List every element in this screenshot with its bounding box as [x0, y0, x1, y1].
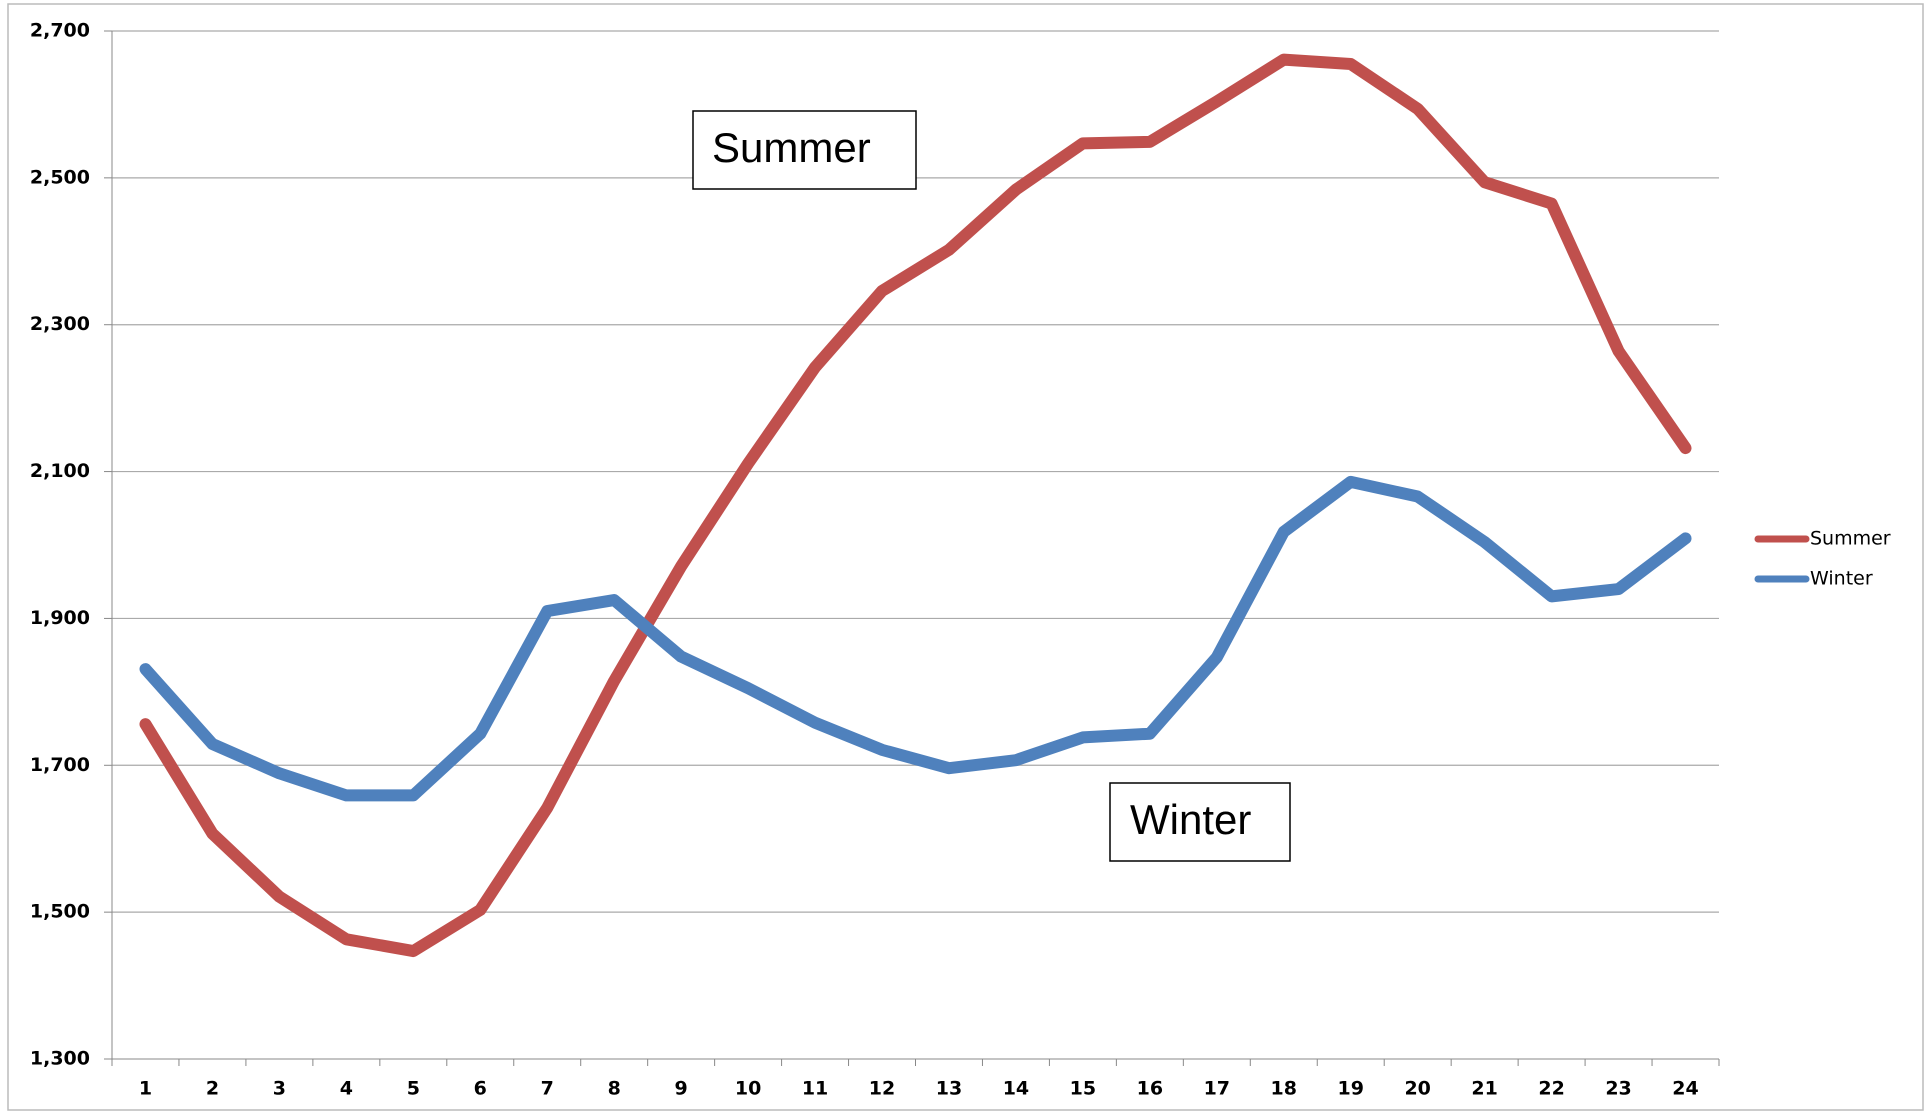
x-tick-label: 7 — [541, 1078, 554, 1100]
annotation-box — [692, 110, 917, 190]
x-tick-label: 3 — [273, 1078, 286, 1100]
legend-label: Summer — [1810, 528, 1891, 550]
series-line — [139, 475, 1692, 802]
x-tick-label: 24 — [1672, 1078, 1698, 1100]
x-tick-label: 23 — [1605, 1078, 1631, 1100]
x-tick-label: 20 — [1404, 1078, 1430, 1100]
legend-label: Winter — [1810, 568, 1873, 590]
y-tick-label: 2,300 — [30, 313, 90, 335]
x-tick-label: 11 — [802, 1078, 828, 1100]
x-tick-label: 6 — [474, 1078, 487, 1100]
annotation: Summer — [712, 124, 871, 171]
annotation: Winter — [1130, 796, 1251, 843]
y-tick-label: 2,100 — [30, 460, 90, 482]
y-tick-label: 1,700 — [30, 754, 90, 776]
x-tick-label: 8 — [608, 1078, 621, 1100]
x-tick-label: 18 — [1271, 1078, 1297, 1100]
y-tick-label: 1,500 — [30, 901, 90, 923]
x-tick-label: 5 — [407, 1078, 420, 1100]
x-tick-label: 10 — [735, 1078, 761, 1100]
series-line — [139, 53, 1692, 958]
x-tick-label: 2 — [206, 1078, 219, 1100]
x-tick-label: 12 — [869, 1078, 895, 1100]
x-tick-label: 1 — [139, 1078, 152, 1100]
x-tick-label: 14 — [1003, 1078, 1029, 1100]
y-tick-label: 1,900 — [30, 607, 90, 629]
y-tick-label: 1,300 — [30, 1048, 90, 1070]
x-tick-label: 15 — [1070, 1078, 1096, 1100]
x-tick-label: 9 — [675, 1078, 688, 1100]
frame — [7, 3, 1924, 1111]
x-tick-label: 21 — [1471, 1078, 1497, 1100]
y-tick-label: 2,700 — [30, 20, 90, 42]
y-tick-label: 2,500 — [30, 166, 90, 188]
x-tick-label: 19 — [1338, 1078, 1364, 1100]
x-tick-label: 16 — [1137, 1078, 1163, 1100]
x-tick-label: 4 — [340, 1078, 353, 1100]
x-tick-label: 17 — [1204, 1078, 1230, 1100]
x-tick-label: 13 — [936, 1078, 962, 1100]
x-tick-label: 22 — [1538, 1078, 1564, 1100]
annotation-box — [1109, 782, 1291, 862]
